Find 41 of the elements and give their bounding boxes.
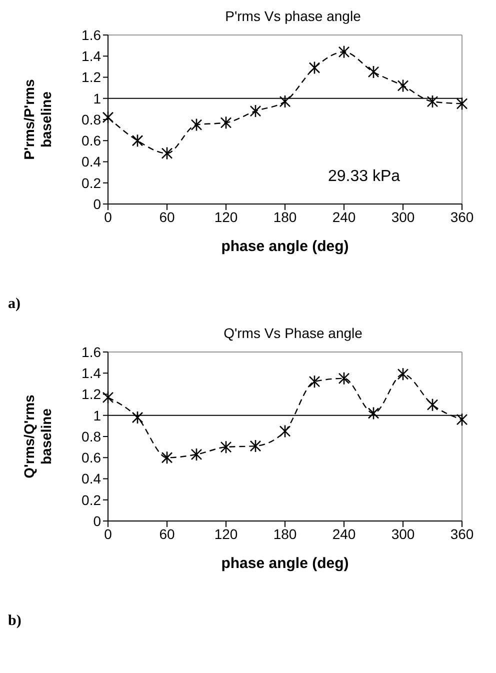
x-tick-label: 120 bbox=[214, 526, 238, 542]
x-tick-label: 240 bbox=[332, 208, 356, 225]
y-tick-label: 0.8 bbox=[82, 428, 102, 444]
y-tick-label: 1 bbox=[93, 90, 102, 106]
x-tick-label: 360 bbox=[450, 208, 474, 225]
x-tick-label: 180 bbox=[273, 526, 297, 542]
x-tick-label: 0 bbox=[104, 208, 112, 225]
x-axis-title: phase angle (deg) bbox=[221, 555, 349, 572]
annotation: 29.33 kPa bbox=[328, 168, 400, 186]
x-tick-label: 180 bbox=[273, 208, 297, 225]
y-tick-label: 1.6 bbox=[82, 26, 102, 43]
y-axis-title: P'rms/P'rms baseline bbox=[21, 78, 54, 160]
x-axis-title: phase angle (deg) bbox=[221, 238, 349, 255]
x-tick-label: 360 bbox=[450, 526, 474, 542]
y-tick-label: 0.6 bbox=[82, 132, 102, 149]
x-tick-label: 240 bbox=[332, 526, 356, 542]
y-tick-label: 1.4 bbox=[82, 365, 102, 382]
y-tick-label: 0.4 bbox=[82, 470, 102, 487]
y-tick-label: 1 bbox=[93, 407, 102, 424]
x-tick-label: 60 bbox=[159, 208, 175, 225]
y-tick-label: 0.8 bbox=[82, 111, 102, 128]
x-tick-label: 60 bbox=[159, 526, 175, 542]
y-tick-label: 0 bbox=[93, 196, 102, 212]
chart-title: Q'rms Vs Phase angle bbox=[222, 325, 364, 341]
x-tick-label: 0 bbox=[104, 526, 112, 542]
text: a) bbox=[8, 296, 22, 313]
chart-title: P'rms Vs phase angle bbox=[224, 8, 362, 24]
x-tick-label: 300 bbox=[391, 208, 415, 225]
y-tick-label: 0.2 bbox=[82, 174, 102, 191]
y-axis-title: Q'rms/Q'rms baseline bbox=[21, 394, 54, 478]
y-tick-label: 1.2 bbox=[82, 386, 102, 402]
y-tick-label: 1.6 bbox=[82, 344, 102, 360]
x-tick-label: 300 bbox=[391, 526, 415, 542]
y-tick-label: 0.2 bbox=[82, 492, 102, 508]
y-tick-label: 0.4 bbox=[82, 154, 102, 170]
y-tick-label: 0.6 bbox=[82, 450, 102, 466]
x-tick-label: 120 bbox=[214, 208, 238, 225]
y-tick-label: 1.2 bbox=[82, 69, 102, 86]
y-tick-label: 1.4 bbox=[82, 48, 102, 64]
text: b) bbox=[8, 613, 22, 630]
y-tick-label: 0 bbox=[93, 512, 102, 529]
